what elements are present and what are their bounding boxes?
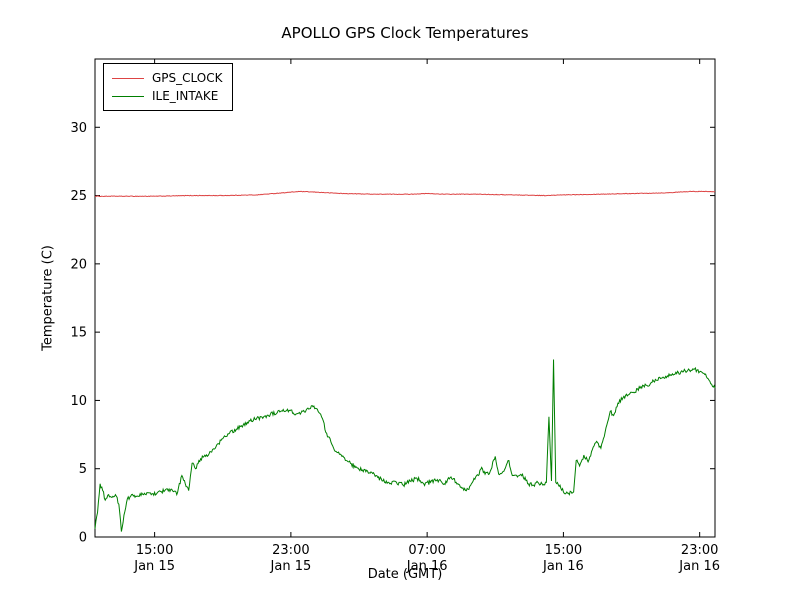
x-tick-label-time: 23:00 <box>272 543 309 558</box>
x-tick-label-date: Jan 16 <box>678 559 720 574</box>
plot-frame <box>94 58 716 538</box>
y-tick-label: 30 <box>70 121 87 136</box>
y-tick-label: 25 <box>70 189 87 204</box>
x-tick-label-date: Jan 16 <box>406 559 448 574</box>
x-axis-label: Date (GMT) <box>367 567 443 582</box>
legend-label: GPS_CLOCK <box>152 71 223 85</box>
x-tick-label-time: 23:00 <box>681 543 718 558</box>
legend: GPS_CLOCK ILE_INTAKE <box>103 63 234 111</box>
legend-label: ILE_INTAKE <box>152 89 219 103</box>
y-tick-label: 10 <box>70 394 87 409</box>
y-tick-label: 5 <box>79 462 87 477</box>
y-tick-label: 15 <box>70 326 87 341</box>
x-tick-label-date: Jan 15 <box>270 559 312 574</box>
y-tick-label: 20 <box>70 257 87 272</box>
legend-entry-ILE_INTAKE: ILE_INTAKE <box>112 87 222 105</box>
x-tick-label-time: 15:00 <box>545 543 582 558</box>
x-tick-label-time: 07:00 <box>408 543 445 558</box>
legend-entry-GPS_CLOCK: GPS_CLOCK <box>112 69 222 87</box>
series-line-ILE_INTAKE <box>94 359 716 532</box>
legend-line-sample <box>112 95 144 97</box>
y-tick-label: 0 <box>79 531 87 546</box>
x-tick-label-date: Jan 15 <box>133 559 175 574</box>
legend-line-sample <box>112 77 144 79</box>
chart-title: APOLLO GPS Clock Temperatures <box>281 24 529 42</box>
x-tick-label-time: 15:00 <box>136 543 173 558</box>
series-line-GPS_CLOCK <box>94 190 716 198</box>
x-tick-label-date: Jan 16 <box>542 559 584 574</box>
